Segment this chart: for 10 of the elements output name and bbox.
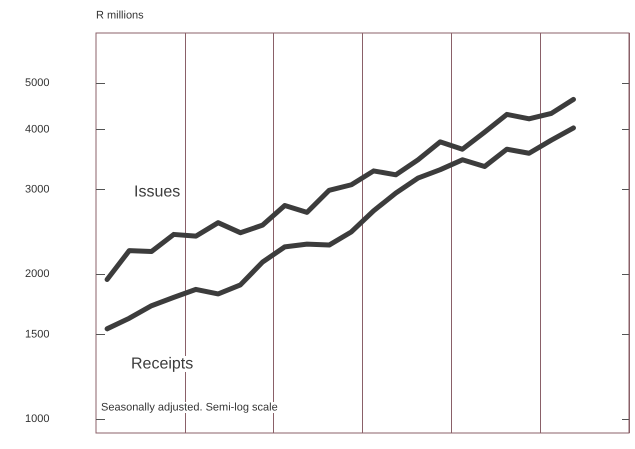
y-tick-label: 2000 bbox=[25, 268, 50, 280]
y-tick-label: 4000 bbox=[25, 124, 50, 136]
y-tick-label: 5000 bbox=[25, 76, 50, 89]
y-tick-label: 1500 bbox=[25, 328, 50, 340]
y-tick-label: 1000 bbox=[25, 412, 50, 425]
y-axis-title: R millions bbox=[96, 10, 144, 22]
text: Receipts bbox=[131, 356, 194, 372]
annotation: Seasonally adjusted. Semi-log scale bbox=[101, 402, 278, 414]
y-tick-label: 3000 bbox=[25, 184, 50, 196]
text: Issues bbox=[134, 184, 180, 200]
